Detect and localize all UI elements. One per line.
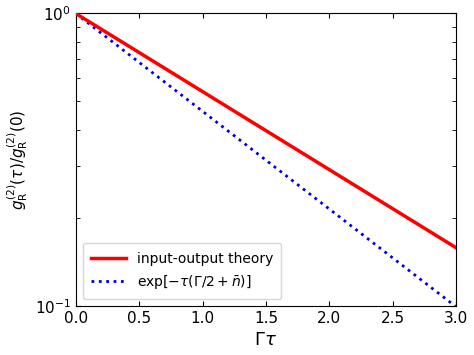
$\exp[-\tau(\Gamma/2+\bar{n})]$ [454, 305, 459, 309]
Legend: input-output theory, $\exp[-\tau(\Gamma/2+\bar{n})]$: input-output theory, $\exp[-\tau(\Gamma/… [82, 244, 282, 299]
input-output theory [258, 125, 264, 130]
$\exp[-\tau(\Gamma/2+\bar{n})]$ [258, 154, 264, 158]
$\exp[-\tau(\Gamma/2+\bar{n})]$ [92, 26, 98, 31]
Y-axis label: $g_{\mathrm{R}}^{(2)}(\tau)/g_{\mathrm{R}}^{(2)}(0)$: $g_{\mathrm{R}}^{(2)}(\tau)/g_{\mathrm{R… [6, 109, 30, 210]
$\exp[-\tau(\Gamma/2+\bar{n})]$ [373, 242, 378, 247]
input-output theory [454, 246, 459, 250]
input-output theory [442, 239, 448, 243]
input-output theory [373, 196, 378, 200]
X-axis label: $\Gamma\tau$: $\Gamma\tau$ [255, 332, 277, 349]
$\exp[-\tau(\Gamma/2+\bar{n})]$ [248, 146, 254, 151]
input-output theory [73, 11, 79, 16]
$\exp[-\tau(\Gamma/2+\bar{n})]$ [442, 296, 448, 300]
$\exp[-\tau(\Gamma/2+\bar{n})]$ [442, 296, 448, 301]
input-output theory [92, 23, 98, 27]
Line: $\exp[-\tau(\Gamma/2+\bar{n})]$: $\exp[-\tau(\Gamma/2+\bar{n})]$ [76, 13, 456, 307]
input-output theory [248, 119, 254, 123]
$\exp[-\tau(\Gamma/2+\bar{n})]$ [73, 11, 79, 16]
input-output theory [442, 239, 448, 243]
Line: input-output theory: input-output theory [76, 13, 456, 248]
